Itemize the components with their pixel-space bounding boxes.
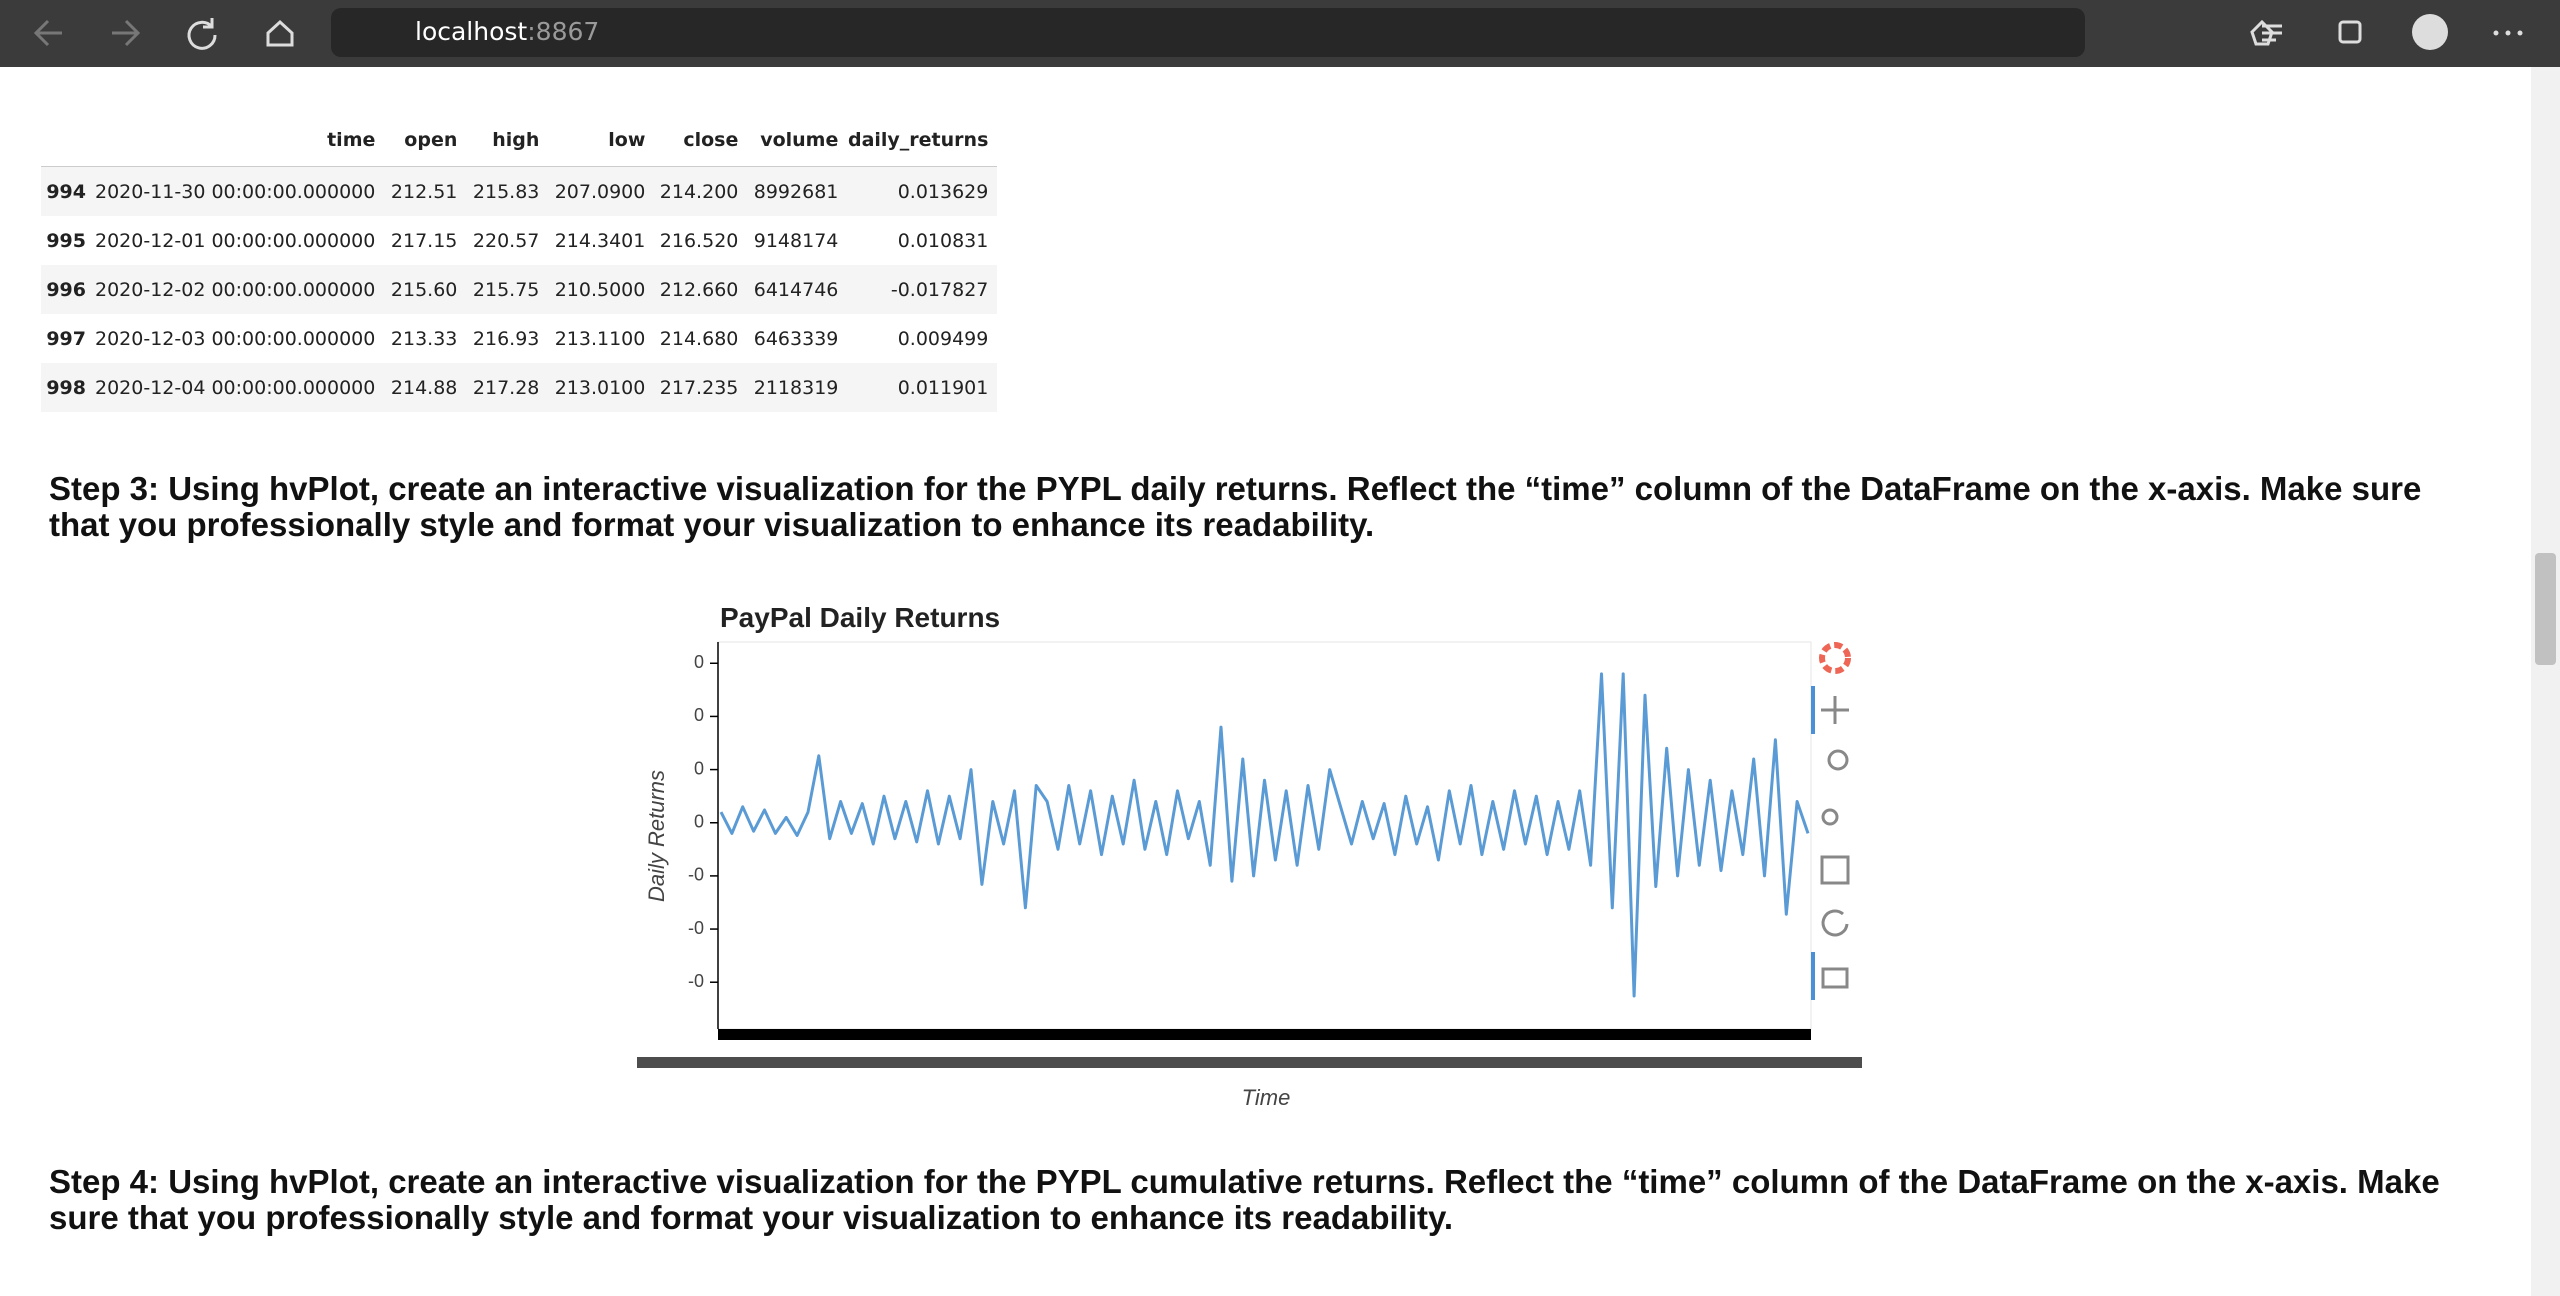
active-indicator	[1811, 952, 1815, 1000]
table-cell: 214.200	[654, 166, 748, 216]
pan-tool[interactable]	[1821, 696, 1849, 724]
row-index: 997	[46, 327, 86, 350]
table-row: 996 2020-12-02 00:00:00.000000 215.60 215.7…	[41, 265, 998, 314]
table-cell: 214.3401	[554, 229, 646, 252]
table-cell: 216.520	[659, 229, 739, 252]
y-tick-label: -0	[688, 918, 704, 938]
table-cell: 6463339	[753, 327, 839, 350]
column-header: close	[654, 114, 748, 167]
series-line	[719, 672, 1810, 998]
table-cell: 214.88	[384, 363, 467, 412]
row-index: 995	[46, 229, 86, 252]
save-tool[interactable]	[1820, 855, 1850, 885]
home-icon[interactable]	[266, 19, 294, 47]
bokeh-logo[interactable]	[1819, 642, 1851, 674]
url-host: localhost	[415, 17, 528, 46]
table-cell: 9148174	[753, 229, 839, 252]
url-port: :8867	[527, 17, 600, 46]
table-cell: 2020-12-04 00:00:00.000000	[95, 363, 385, 412]
back-icon[interactable]	[33, 19, 62, 47]
y-tick-label: -0	[688, 865, 704, 885]
table-cell: 217.15	[390, 229, 458, 252]
step3-heading: Step 3: Using hvPlot, create an interact…	[49, 470, 2422, 543]
x-axis-bar	[718, 1029, 1811, 1040]
x-axis-label: Time	[1242, 1085, 1291, 1110]
y-tick-label: 0	[694, 758, 704, 778]
header-row: time open high low close volume daily_returns	[41, 114, 998, 167]
table-cell: 210.5000	[548, 265, 655, 314]
row-index: 998	[41, 363, 95, 412]
table-row: 994 2020-11-30 00:00:00.000000 212.51 215.8…	[41, 166, 998, 216]
table-cell: 0.011901	[847, 363, 998, 412]
y-tick-label: -0	[688, 971, 704, 991]
favorite-icon[interactable]	[2250, 19, 2274, 46]
table-row: 995 2020-12-01 00:00:00.000000 217.15 220.5…	[41, 216, 997, 265]
table-cell: 217.235	[654, 363, 748, 412]
column-header: time	[95, 114, 385, 167]
y-tick-label: 0	[694, 652, 704, 672]
y-axis-label: Daily Returns	[644, 770, 669, 902]
table-cell: 216.93	[472, 327, 540, 350]
hover-tool[interactable]	[1821, 967, 1849, 989]
table-cell: 213.1100	[554, 327, 646, 350]
table-cell: 0.009499	[897, 327, 989, 350]
plot-toolbar	[1811, 642, 1851, 1000]
column-header: open	[384, 114, 467, 167]
y-tick-label: 0	[694, 705, 704, 725]
table-cell: 220.57	[472, 229, 540, 252]
box-zoom-tool[interactable]	[1827, 749, 1849, 771]
table-cell: 213.33	[390, 327, 458, 350]
chart: PayPal Daily Returns Time Daily Returns …	[637, 602, 1862, 1110]
table-cell: -0.017827	[847, 265, 998, 314]
table-cell: 2020-12-02 00:00:00.000000	[95, 265, 385, 314]
table-cell: 2020-12-01 00:00:00.000000	[95, 229, 376, 252]
column-header: high	[466, 114, 549, 167]
active-indicator	[1811, 686, 1815, 734]
scrollbar[interactable]	[2531, 67, 2560, 1296]
wheel-zoom-tool[interactable]	[1821, 808, 1839, 826]
table-cell: 6414746	[747, 265, 848, 314]
address-bar[interactable]	[331, 8, 2085, 57]
table-cell: 214.680	[659, 327, 739, 350]
forward-icon[interactable]	[112, 19, 141, 47]
y-tick-label: 0	[694, 811, 704, 831]
range-bar	[637, 1057, 1862, 1068]
table-row: 998 2020-12-04 00:00:00.000000 214.88 217.2…	[41, 363, 998, 412]
browser-icons	[33, 14, 2523, 50]
table-cell: 8992681	[747, 166, 848, 216]
row-index: 994	[41, 166, 95, 216]
table-cell: 0.013629	[847, 166, 998, 216]
table-cell: 217.28	[466, 363, 549, 412]
chart-title: PayPal Daily Returns	[720, 602, 1000, 633]
index-header	[41, 114, 95, 167]
row-index: 996	[41, 265, 95, 314]
favorites-icon[interactable]	[2262, 24, 2282, 42]
table-cell: 2020-12-03 00:00:00.000000	[95, 327, 376, 350]
url: localhost:8867	[415, 17, 599, 46]
step4-heading: Step 4: Using hvPlot, create an interact…	[49, 1163, 2440, 1236]
column-header: daily_returns	[847, 114, 998, 167]
scrollbar-thumb[interactable]	[2535, 553, 2556, 665]
table-cell: 213.0100	[548, 363, 655, 412]
table-row: 997 2020-12-03 00:00:00.000000 213.33 216.9…	[41, 314, 997, 363]
column-header: volume	[747, 114, 848, 167]
browser-toolbar: localhost:8867	[0, 0, 2560, 67]
table-cell: 212.51	[384, 166, 467, 216]
table-cell: 212.660	[654, 265, 748, 314]
profile-icon[interactable]	[2412, 14, 2448, 50]
plot-area	[717, 641, 1812, 1030]
collections-icon[interactable]	[2338, 20, 2362, 44]
reset-tool[interactable]	[1821, 909, 1849, 937]
table-cell: 2020-11-30 00:00:00.000000	[95, 166, 385, 216]
table-cell: 0.010831	[897, 229, 989, 252]
column-header: low	[548, 114, 655, 167]
reload-icon[interactable]	[187, 18, 217, 50]
table-cell: 207.0900	[548, 166, 655, 216]
table-cell: 215.60	[384, 265, 467, 314]
table-cell: 215.75	[466, 265, 549, 314]
table-cell: 215.83	[466, 166, 549, 216]
dataframe-table: time open high low close volume daily_returns …	[41, 114, 998, 412]
table-cell: 2118319	[747, 363, 848, 412]
